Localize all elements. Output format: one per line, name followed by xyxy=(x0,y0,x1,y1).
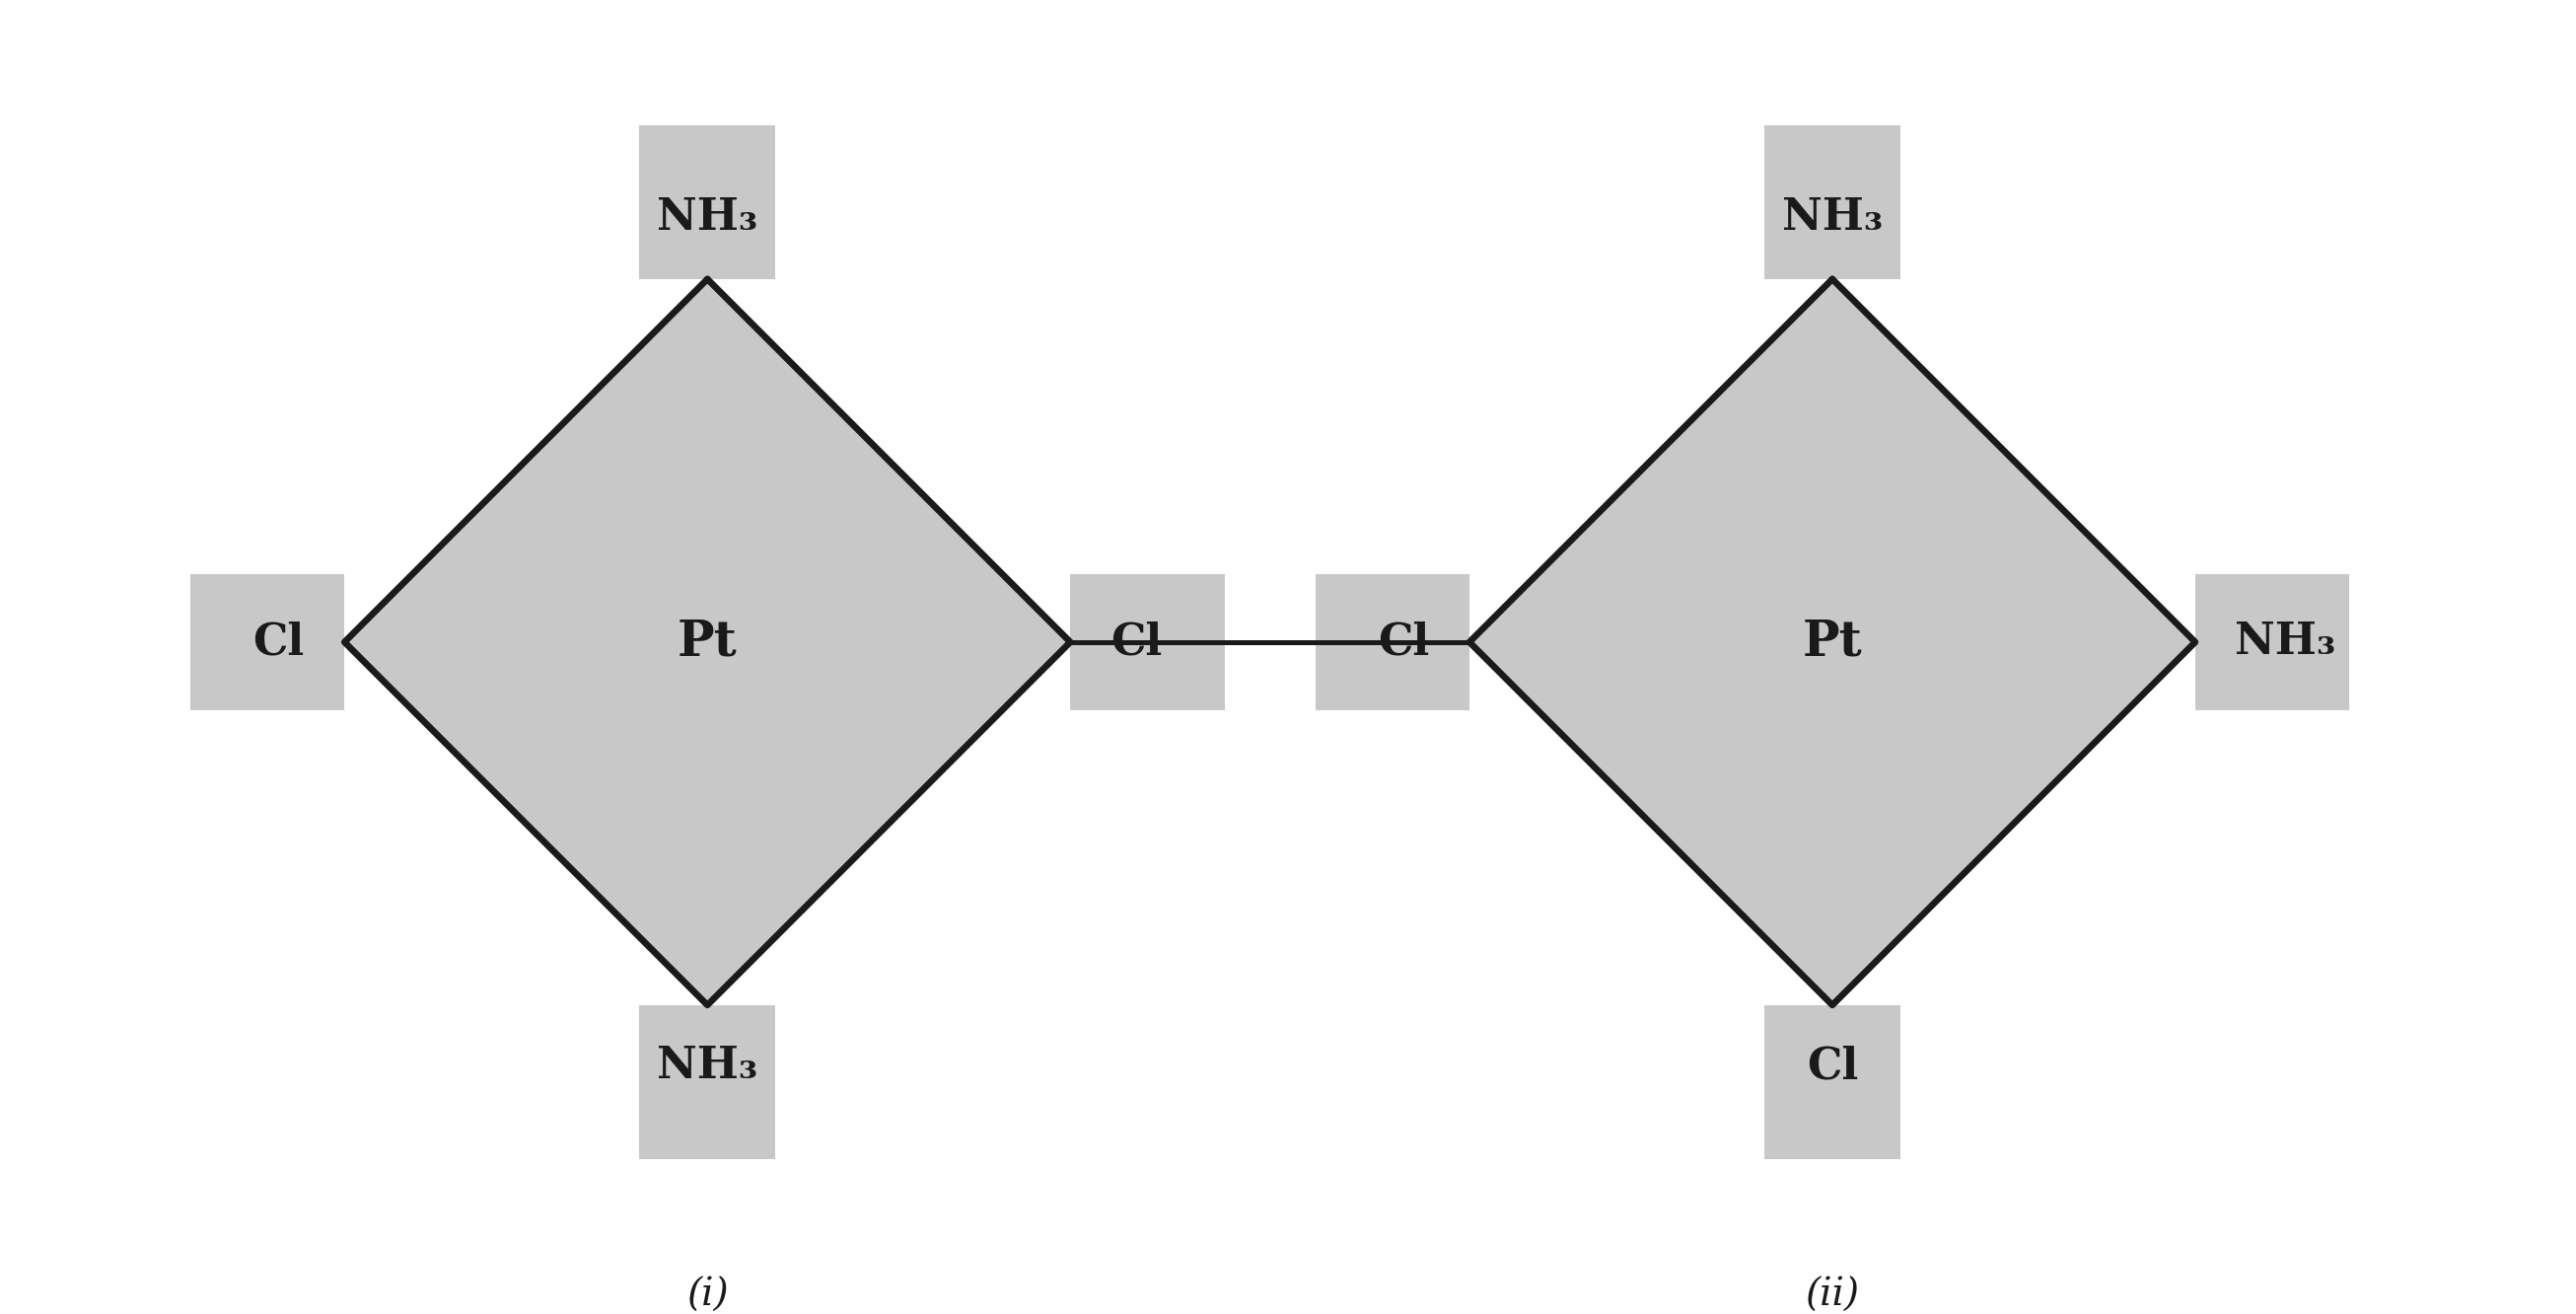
Text: Pt: Pt xyxy=(677,618,737,666)
Text: NH₃: NH₃ xyxy=(2236,622,2336,664)
Bar xyxy=(1316,574,1468,710)
Bar xyxy=(2195,574,2349,710)
Text: (i): (i) xyxy=(685,1277,729,1314)
Polygon shape xyxy=(1468,279,2195,1005)
Bar xyxy=(1765,1005,1901,1159)
Text: NH₃: NH₃ xyxy=(657,1045,757,1088)
Text: Cl: Cl xyxy=(252,622,304,664)
Bar xyxy=(639,125,775,279)
Bar xyxy=(1765,125,1901,279)
Bar xyxy=(191,574,345,710)
Polygon shape xyxy=(345,279,1069,1005)
Bar xyxy=(1069,574,1224,710)
Text: Pt: Pt xyxy=(1803,618,1862,666)
Text: Cl: Cl xyxy=(1110,622,1162,664)
Text: NH₃: NH₃ xyxy=(657,197,757,239)
Text: (ii): (ii) xyxy=(1806,1277,1860,1314)
Text: Cl: Cl xyxy=(1378,622,1430,664)
Text: Cl: Cl xyxy=(1806,1045,1857,1088)
Text: NH₃: NH₃ xyxy=(1783,197,1883,239)
Bar xyxy=(639,1005,775,1159)
